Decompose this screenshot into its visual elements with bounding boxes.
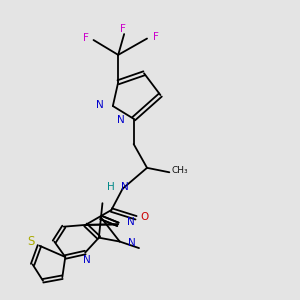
Text: N: N [83, 255, 91, 265]
Text: H: H [107, 182, 115, 192]
Text: N: N [97, 100, 104, 110]
Text: CH₃: CH₃ [171, 166, 188, 175]
Text: N: N [117, 115, 125, 125]
Text: F: F [82, 33, 88, 43]
Text: F: F [153, 32, 159, 42]
Text: O: O [141, 212, 149, 222]
Text: N: N [121, 182, 129, 192]
Text: S: S [27, 235, 34, 248]
Text: F: F [120, 24, 126, 34]
Text: N: N [127, 217, 134, 227]
Text: N: N [128, 238, 136, 248]
